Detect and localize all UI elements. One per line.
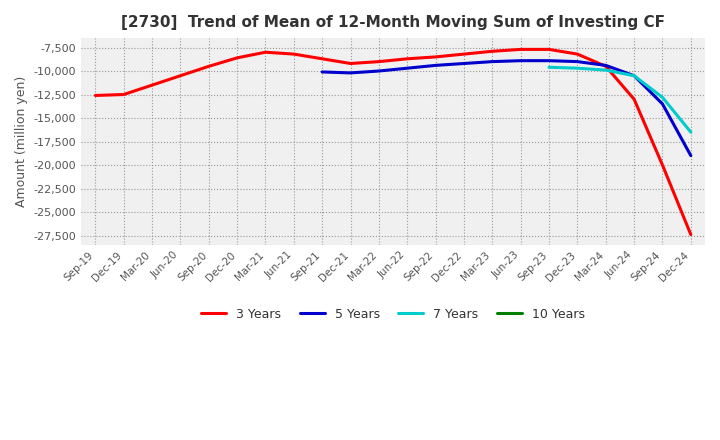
5 Years bbox=[403, 66, 412, 71]
3 Years bbox=[318, 56, 326, 62]
3 Years bbox=[459, 51, 468, 57]
3 Years bbox=[630, 97, 639, 102]
3 Years bbox=[658, 162, 667, 168]
5 Years bbox=[573, 59, 582, 64]
Line: 5 Years: 5 Years bbox=[322, 61, 690, 156]
7 Years bbox=[573, 66, 582, 71]
Line: 7 Years: 7 Years bbox=[549, 67, 690, 132]
5 Years bbox=[630, 73, 639, 78]
3 Years bbox=[204, 64, 213, 69]
7 Years bbox=[686, 129, 695, 135]
5 Years bbox=[545, 58, 554, 63]
3 Years bbox=[573, 51, 582, 57]
5 Years bbox=[318, 70, 326, 75]
3 Years bbox=[261, 50, 270, 55]
3 Years bbox=[403, 56, 412, 62]
7 Years bbox=[601, 67, 610, 73]
3 Years bbox=[346, 61, 355, 66]
3 Years bbox=[431, 54, 440, 59]
3 Years bbox=[233, 55, 241, 60]
3 Years bbox=[120, 92, 128, 97]
7 Years bbox=[658, 95, 667, 100]
7 Years bbox=[545, 65, 554, 70]
5 Years bbox=[459, 61, 468, 66]
5 Years bbox=[686, 153, 695, 158]
3 Years bbox=[601, 64, 610, 69]
5 Years bbox=[658, 101, 667, 106]
5 Years bbox=[374, 68, 383, 73]
3 Years bbox=[374, 59, 383, 64]
5 Years bbox=[431, 63, 440, 68]
3 Years bbox=[545, 47, 554, 52]
3 Years bbox=[516, 47, 525, 52]
5 Years bbox=[516, 58, 525, 63]
7 Years bbox=[630, 73, 639, 78]
Legend: 3 Years, 5 Years, 7 Years, 10 Years: 3 Years, 5 Years, 7 Years, 10 Years bbox=[196, 303, 590, 326]
3 Years bbox=[148, 82, 156, 88]
3 Years bbox=[686, 232, 695, 237]
3 Years bbox=[91, 93, 99, 98]
3 Years bbox=[176, 73, 185, 78]
3 Years bbox=[488, 49, 497, 54]
5 Years bbox=[601, 63, 610, 68]
5 Years bbox=[346, 70, 355, 76]
5 Years bbox=[488, 59, 497, 64]
3 Years bbox=[289, 51, 298, 57]
Y-axis label: Amount (million yen): Amount (million yen) bbox=[15, 76, 28, 207]
Line: 3 Years: 3 Years bbox=[95, 49, 690, 235]
Title: [2730]  Trend of Mean of 12-Month Moving Sum of Investing CF: [2730] Trend of Mean of 12-Month Moving … bbox=[121, 15, 665, 30]
